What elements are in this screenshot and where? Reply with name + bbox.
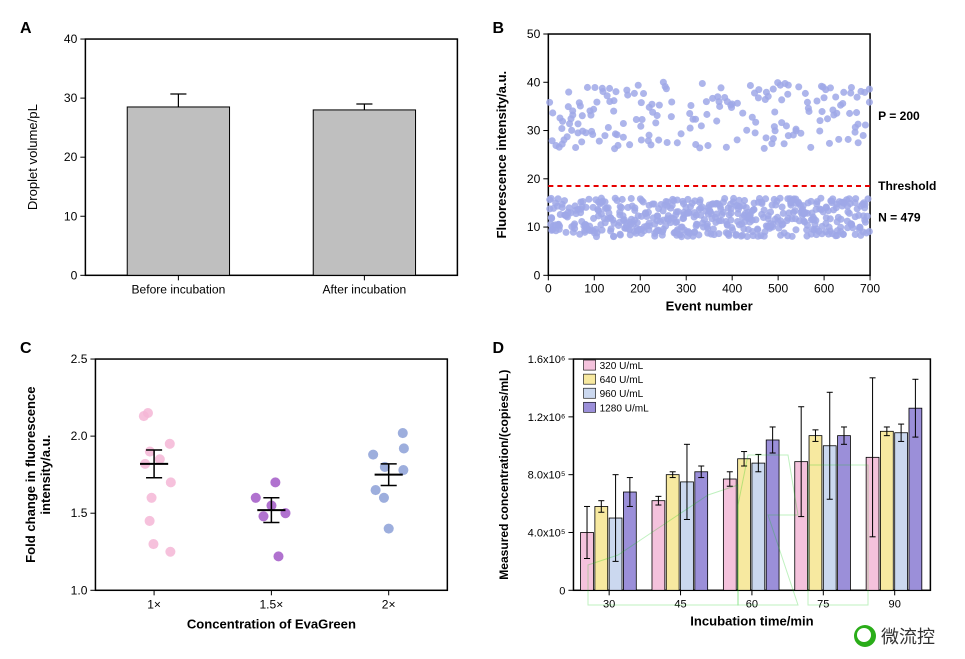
figure-grid: A 0 10 20 30 40 Before incubation After incuba… (15, 15, 950, 644)
svg-text:200: 200 (630, 281, 650, 295)
svg-text:Fluorescence intensity/a.u.: Fluorescence intensity/a.u. (494, 71, 509, 239)
svg-text:1.2x10⁶: 1.2x10⁶ (527, 411, 565, 423)
panel-a: A 0 10 20 30 40 Before incubation After incuba… (15, 15, 478, 325)
svg-text:1.5×: 1.5× (259, 597, 283, 611)
svg-text:75: 75 (817, 598, 829, 610)
svg-text:0: 0 (544, 281, 551, 295)
svg-text:4.0x10⁵: 4.0x10⁵ (527, 527, 565, 539)
svg-text:0: 0 (71, 268, 78, 282)
svg-text:P = 200: P = 200 (878, 109, 920, 123)
svg-text:320 U/mL: 320 U/mL (599, 361, 643, 372)
svg-text:20: 20 (64, 150, 78, 164)
svg-text:400: 400 (722, 281, 742, 295)
watermark: 微流控 (854, 623, 935, 649)
svg-text:10: 10 (526, 220, 540, 234)
svg-text:700: 700 (860, 281, 880, 295)
svg-text:1.5: 1.5 (71, 506, 88, 520)
panel-c: C 1.0 1.5 2.0 2.5 1× 1.5× 2× Concentration of E… (15, 335, 478, 645)
panel-a-svg: 0 10 20 30 40 Before incubation After incubati… (15, 15, 478, 325)
svg-text:30: 30 (64, 91, 78, 105)
svg-text:0: 0 (559, 585, 565, 597)
svg-text:20: 20 (526, 172, 540, 186)
svg-text:640 U/mL: 640 U/mL (599, 375, 643, 386)
svg-text:0: 0 (533, 268, 540, 282)
wechat-icon (854, 625, 876, 647)
svg-text:Incubation time/min: Incubation time/min (690, 613, 813, 628)
svg-text:8.0x10⁵: 8.0x10⁵ (527, 469, 565, 481)
svg-text:2.5: 2.5 (71, 352, 88, 366)
svg-text:600: 600 (814, 281, 834, 295)
svg-text:60: 60 (745, 598, 757, 610)
svg-text:Event number: Event number (665, 299, 752, 314)
svg-text:Measured concentration/(copies: Measured concentration/(copies/mL) (497, 369, 511, 579)
panel-d: D 0 4.0x10⁵ 8.0x10⁵ 1.2x10⁶ 1.6x10⁶ 30 45 60 75 9… (488, 335, 951, 645)
svg-text:45: 45 (674, 598, 686, 610)
panel-d-label: D (493, 340, 505, 358)
svg-text:After incubation: After incubation (323, 282, 407, 296)
svg-text:Fold change in fluorescence: Fold change in fluorescence (23, 386, 38, 562)
svg-text:2×: 2× (382, 597, 396, 611)
panel-b-label: B (493, 20, 505, 38)
svg-text:intensity/a.u.: intensity/a.u. (38, 434, 53, 514)
svg-text:Threshold: Threshold (878, 179, 936, 193)
panel-a-label: A (20, 20, 32, 38)
svg-text:Droplet volume/pL: Droplet volume/pL (25, 104, 40, 210)
watermark-text: 微流控 (881, 623, 935, 649)
svg-text:2.0: 2.0 (71, 429, 88, 443)
svg-text:30: 30 (526, 124, 540, 138)
panel-d-svg: 0 4.0x10⁵ 8.0x10⁵ 1.2x10⁶ 1.6x10⁶ 30 45 60 75 90 3… (488, 335, 951, 645)
svg-text:Before incubation: Before incubation (132, 282, 226, 296)
svg-text:1.0: 1.0 (71, 583, 88, 597)
panel-b-svg: 010203040500100200300400500600700P = 200… (488, 15, 951, 325)
svg-text:50: 50 (526, 27, 540, 41)
panel-c-label: C (20, 340, 32, 358)
svg-text:1280 U/mL: 1280 U/mL (599, 403, 649, 414)
svg-text:40: 40 (526, 75, 540, 89)
svg-text:30: 30 (603, 598, 615, 610)
panel-b: B 010203040500100200300400500600700P = 2… (488, 15, 951, 325)
svg-text:1×: 1× (147, 597, 161, 611)
panel-c-svg: 1.0 1.5 2.0 2.5 1× 1.5× 2× Concentration of Eva… (15, 335, 478, 645)
svg-text:300: 300 (676, 281, 696, 295)
svg-text:100: 100 (584, 281, 604, 295)
svg-text:1.6x10⁶: 1.6x10⁶ (527, 354, 565, 366)
svg-text:N = 479: N = 479 (878, 210, 921, 224)
svg-text:90: 90 (888, 598, 900, 610)
svg-text:10: 10 (64, 209, 78, 223)
svg-text:Concentration of EvaGreen: Concentration of EvaGreen (187, 616, 356, 631)
svg-text:960 U/mL: 960 U/mL (599, 389, 643, 400)
svg-text:40: 40 (64, 32, 78, 46)
svg-text:500: 500 (768, 281, 788, 295)
